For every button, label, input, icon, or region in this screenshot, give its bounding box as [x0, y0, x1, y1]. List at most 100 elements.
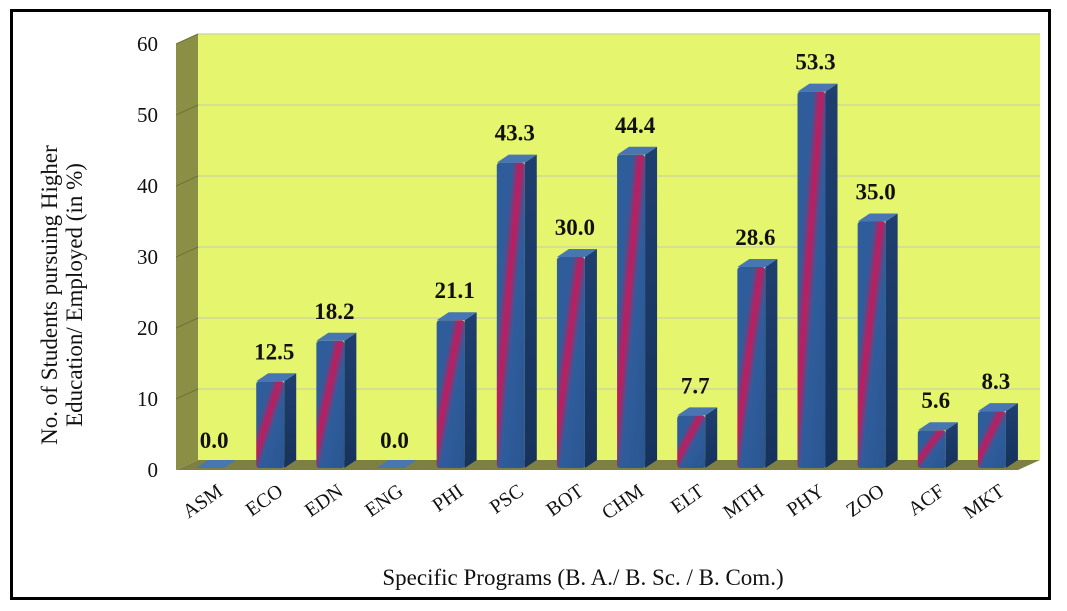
bar-front: [917, 430, 946, 468]
x-tick-label: ENG: [361, 480, 407, 522]
gridline-wall: [175, 175, 199, 187]
y-axis-title-line1: No. of Students pursuing Higher: [37, 145, 62, 445]
bar-phi: [436, 312, 477, 468]
bar-eco: [256, 373, 297, 468]
data-label: 12.5: [254, 339, 294, 364]
bar-top: [677, 407, 718, 416]
y-tick-label: 20: [137, 316, 158, 340]
bar-front: [617, 154, 646, 468]
bar-asm: [196, 460, 237, 468]
bar-top: [556, 249, 597, 257]
data-label: 43.3: [495, 121, 535, 146]
x-axis-title: Specific Programs (B. A./ B. Sc. / B. Co…: [382, 565, 783, 590]
bar-elt: [677, 407, 718, 468]
bar-psc: [496, 154, 537, 468]
bar-side: [945, 422, 958, 468]
bar-side: [584, 249, 597, 468]
data-label: 28.6: [735, 225, 775, 250]
bar-top: [316, 332, 357, 341]
x-tick-label: MTH: [719, 480, 768, 524]
y-axis-title: No. of Students pursuing Higher Educatio…: [37, 145, 87, 445]
y-tick-label: 0: [148, 458, 159, 482]
bar-front: [316, 340, 345, 468]
data-label: 21.1: [435, 278, 475, 303]
data-label: 8.3: [982, 369, 1011, 394]
bar-front: [436, 320, 465, 468]
bar-front: [556, 257, 585, 468]
bar-side: [464, 312, 477, 468]
x-tick-label: PHI: [428, 480, 467, 517]
bar-top: [617, 146, 658, 155]
gridline-wall: [175, 104, 199, 116]
floor: [176, 460, 1040, 470]
bar-top: [857, 213, 898, 222]
gridline-wall: [175, 317, 199, 329]
data-label: 7.7: [681, 373, 710, 398]
y-tick-label: 60: [137, 32, 158, 56]
x-tick-label: ZOO: [842, 480, 888, 522]
data-label: 53.3: [795, 50, 835, 75]
x-tick-label: ACF: [904, 480, 948, 520]
x-tick-label: ASM: [179, 480, 227, 523]
data-label: 18.2: [314, 299, 354, 324]
bar-top: [376, 460, 417, 468]
bars: [196, 83, 1018, 468]
bar-side: [524, 154, 537, 468]
bar-front: [737, 266, 766, 468]
data-labels: 0.0 12.5 18.2 0.0 21.1 43.3 30.0 44.4 7.7 28.6 53.…: [200, 50, 1011, 453]
bar-edn: [316, 332, 357, 468]
bar-zoo: [857, 213, 898, 468]
bar-mth: [737, 258, 778, 468]
bar-top: [496, 154, 537, 163]
bar-front: [496, 162, 525, 468]
data-label: 35.0: [856, 180, 896, 205]
bar-side: [885, 213, 898, 468]
plot-area: [176, 34, 1040, 470]
x-tick-label: PSC: [486, 480, 528, 518]
x-tick-label: PHY: [783, 480, 828, 521]
bar-side: [645, 146, 658, 468]
data-label: 5.6: [921, 388, 950, 413]
y-axis-ticks: 0 10 20 30 40 50 60: [137, 32, 158, 482]
bar-top: [196, 460, 237, 468]
bar-chm: [617, 146, 658, 468]
bar-top: [977, 403, 1018, 412]
bar-top: [737, 258, 778, 267]
bar-side: [705, 407, 718, 468]
bar-front: [677, 415, 706, 468]
gridline-wall: [175, 33, 199, 45]
bar-side: [765, 258, 778, 468]
x-tick-label: MKT: [960, 480, 1009, 524]
bar-eng: [376, 460, 417, 468]
y-tick-label: 30: [137, 245, 158, 269]
bar-top: [436, 312, 477, 321]
y-tick-label: 50: [137, 103, 158, 127]
y-tick-label: 40: [137, 174, 158, 198]
bar-top: [917, 422, 958, 431]
bar-acf: [917, 422, 958, 468]
x-tick-label: CHM: [598, 480, 648, 524]
gridline-wall: [175, 388, 199, 400]
data-label: 0.0: [380, 428, 409, 453]
bar-mkt: [977, 403, 1018, 468]
bar-side: [284, 373, 297, 468]
y-axis-title-line2: Education/ Employed (in %): [62, 163, 87, 427]
bar-top: [797, 83, 838, 92]
bar-side: [344, 332, 357, 468]
bar-front: [256, 381, 285, 468]
x-axis-ticks: ASM ECO EDN ENG PHI PSC BOT CHM ELT MTH PHY ZOO ACF M…: [179, 480, 1009, 524]
bar-front: [857, 221, 886, 468]
bar-phy: [797, 83, 838, 468]
y-tick-label: 10: [137, 387, 158, 411]
bar-side: [1005, 403, 1018, 468]
bar-bot: [556, 249, 597, 468]
bar-front: [797, 91, 826, 468]
data-label: 44.4: [615, 113, 656, 138]
x-tick-label: ECO: [242, 480, 287, 521]
bar-side: [825, 83, 838, 468]
x-tick-label: ELT: [667, 480, 708, 518]
bar-top: [256, 373, 297, 382]
data-label: 30.0: [555, 215, 595, 240]
gridline-wall: [175, 246, 199, 258]
